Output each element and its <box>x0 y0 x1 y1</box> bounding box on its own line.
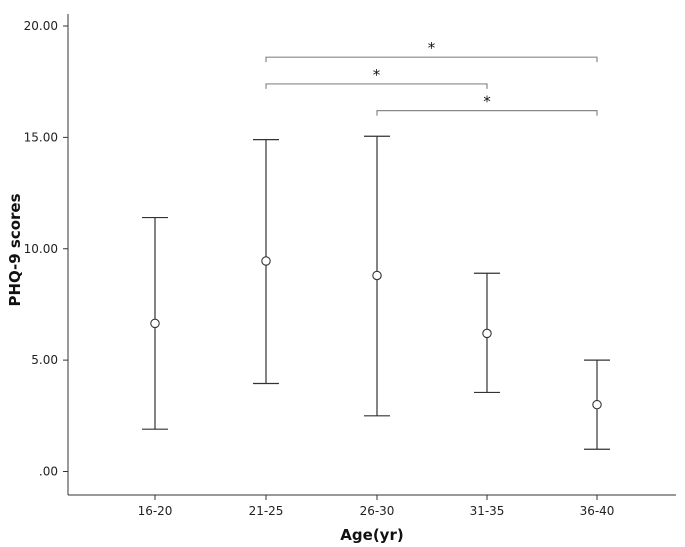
significance-bracket <box>376 110 598 116</box>
y-tick-label: 10.00 <box>24 242 58 256</box>
x-axis-title: Age(yr) <box>340 526 403 544</box>
x-tick-label: 26-30 <box>360 504 395 518</box>
mean-marker-21-25 <box>261 256 271 266</box>
y-axis-title: PHQ-9 scores <box>6 193 24 306</box>
y-tick-label: 5.00 <box>31 353 58 367</box>
x-tick-label: 31-35 <box>470 504 505 518</box>
y-tick-label: 15.00 <box>24 130 58 144</box>
significance-label: * <box>373 66 381 84</box>
y-tick-label: 20.00 <box>24 19 58 33</box>
x-tick-label: 16-20 <box>138 504 173 518</box>
mean-marker-36-40 <box>592 399 602 410</box>
x-tick-label: 21-25 <box>249 504 284 518</box>
significance-label: * <box>428 39 436 57</box>
y-tick-label: .00 <box>39 465 58 479</box>
significance-bracket <box>265 56 598 63</box>
plot-area: .00 5.00 10.00 15.00 20.00 16-20 21-25 26-30 31-… <box>24 14 676 518</box>
mean-marker-31-35 <box>482 328 492 339</box>
mean-marker-16-20 <box>150 318 160 329</box>
mean-marker-26-30 <box>372 270 382 281</box>
x-tick-label: 36-40 <box>580 504 615 518</box>
significance-bracket <box>265 83 488 89</box>
significance-label: * <box>483 93 491 111</box>
